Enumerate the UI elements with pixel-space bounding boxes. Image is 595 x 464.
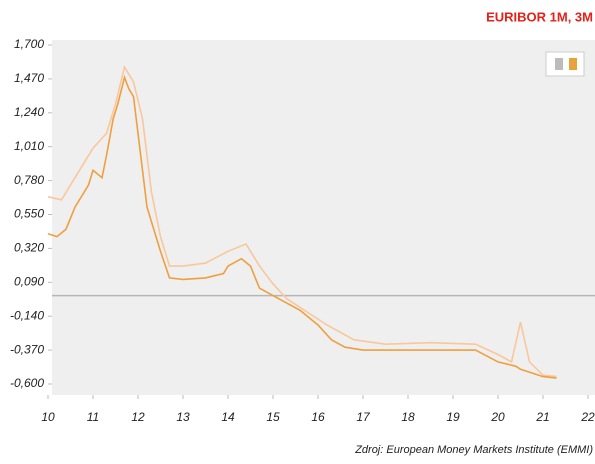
- x-tick-label: 22: [580, 410, 595, 424]
- icon-part: [555, 58, 563, 70]
- x-tick-label: 19: [446, 410, 460, 424]
- x-tick-label: 20: [490, 410, 505, 424]
- x-tick-label: 16: [311, 410, 325, 424]
- y-tick-label: 1,240: [14, 105, 44, 119]
- line-3M: [47, 65, 557, 378]
- y-tick-label: 1,010: [14, 139, 44, 153]
- icon-box[interactable]: [545, 51, 585, 77]
- x-tick-label: 11: [87, 410, 99, 424]
- x-tick-label: 12: [131, 410, 145, 424]
- x-tick-label: 10: [41, 410, 55, 424]
- line-1M: [47, 74, 557, 379]
- y-tick-label: 1,470: [14, 71, 44, 85]
- toolbar-icon[interactable]: [545, 51, 585, 77]
- plot-background: [52, 40, 595, 395]
- y-tick-label: 1,700: [14, 37, 44, 51]
- x-tick-label: 21: [535, 410, 549, 424]
- y-tick-label: 0,550: [14, 207, 44, 221]
- y-tick-label: -0,600: [10, 376, 44, 390]
- icon-part: [569, 58, 577, 70]
- y-tick-label: 0,320: [14, 241, 44, 255]
- x-tick-label: 13: [176, 410, 190, 424]
- y-tick-label: -0,140: [10, 308, 44, 322]
- chart-title: EURIBOR 1M, 3M: [486, 9, 593, 24]
- x-tick-label: 15: [266, 410, 280, 424]
- x-tick-label: 17: [356, 410, 371, 424]
- source: Zdroj: European Money Markets Institute …: [354, 444, 593, 456]
- x-tick-label: 14: [221, 410, 235, 424]
- y-tick-label: 0,090: [14, 274, 44, 288]
- y-tick-label: -0,370: [10, 342, 44, 356]
- x-tick-label: 18: [401, 410, 415, 424]
- y-tick-label: 0,780: [14, 173, 44, 187]
